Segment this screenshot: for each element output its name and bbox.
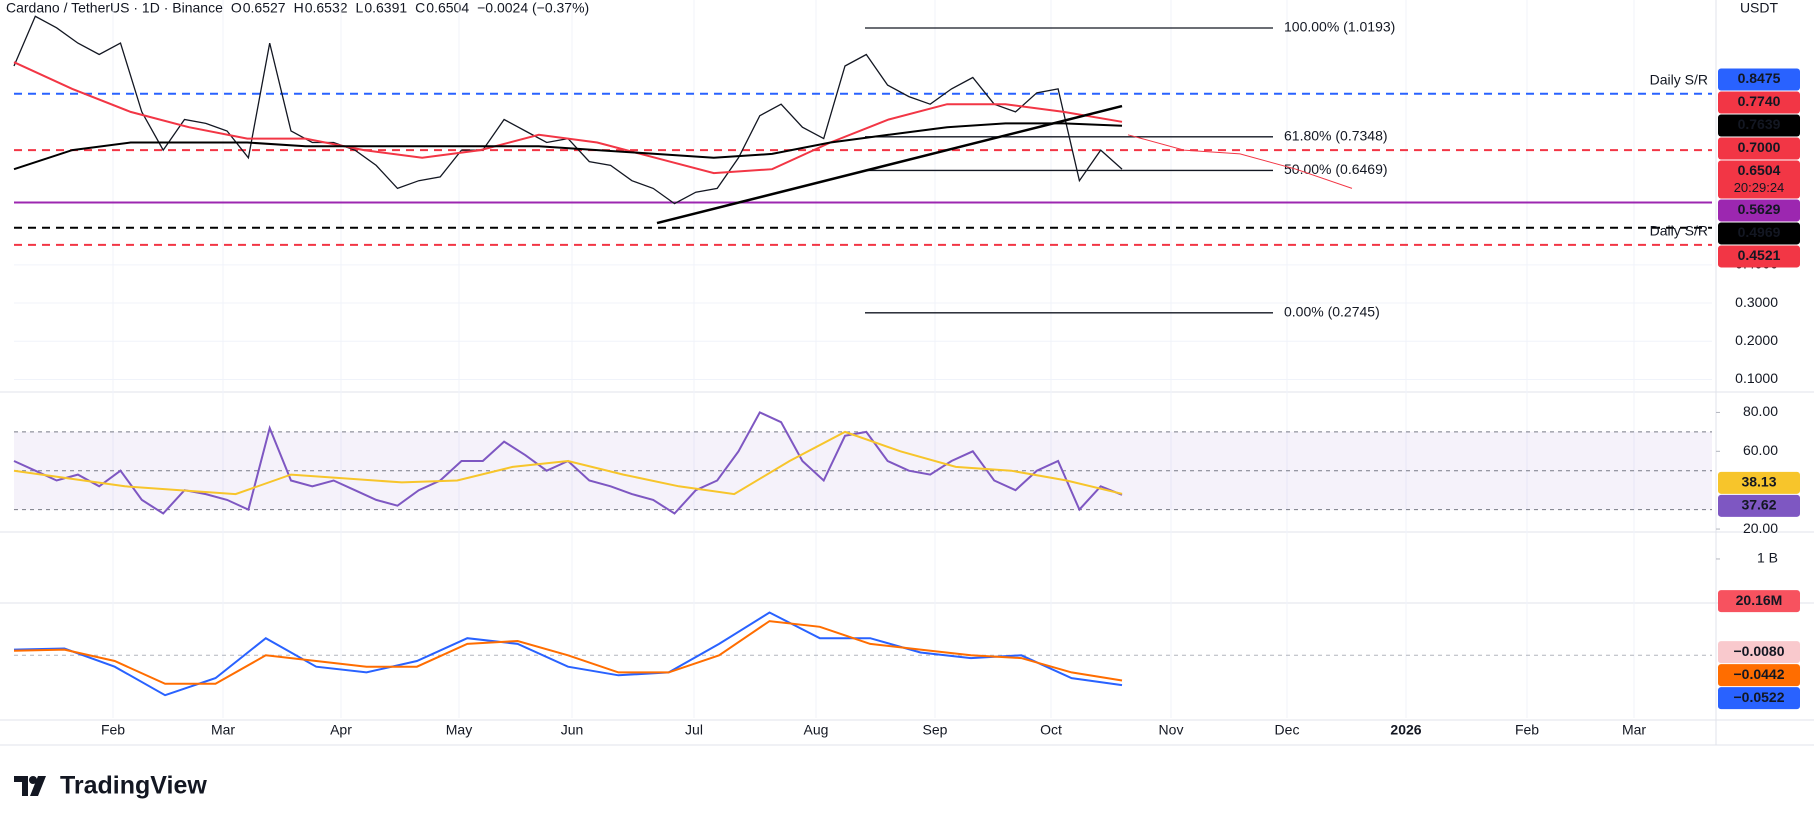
ohlc-value: 0.6532 — [305, 0, 348, 16]
price-badge-label: 0.4969 — [1738, 224, 1781, 240]
price-badge-label: 0.8475 — [1738, 70, 1781, 86]
price-badge — [1718, 641, 1800, 664]
fib-label: 0.00% (0.2745) — [1284, 304, 1380, 320]
price-badge — [1718, 114, 1800, 137]
fib-label: 61.80% (0.7348) — [1284, 128, 1388, 144]
price-badge-label: −0.0080 — [1734, 643, 1785, 659]
time-axis-label: Aug — [804, 722, 829, 738]
price-badge — [1718, 222, 1800, 245]
ohlc-label: O — [231, 0, 242, 16]
level-note: Daily S/R — [1650, 223, 1708, 239]
time-axis-label: Jul — [685, 722, 703, 738]
y-tick-label: 0.2000 — [1735, 332, 1778, 348]
y-tick-label: 20.00 — [1743, 520, 1778, 536]
ohlc-label: L — [356, 0, 364, 16]
y-tick-label: 0.3000 — [1735, 294, 1778, 310]
time-axis-label: Dec — [1275, 722, 1300, 738]
projection-line — [1127, 134, 1353, 189]
price-badge — [1718, 590, 1800, 613]
price-badge — [1718, 91, 1800, 114]
price-badge — [1718, 664, 1800, 687]
y-tick-label: 1 B — [1757, 550, 1778, 566]
price-badge-label: 38.13 — [1741, 474, 1776, 490]
time-axis-label: Feb — [1515, 722, 1539, 738]
y-tick-label: 60.00 — [1743, 442, 1778, 458]
y-tick-label: 80.00 — [1743, 403, 1778, 419]
series-line — [13, 122, 1123, 171]
time-axis-label: Mar — [211, 722, 235, 738]
price-change: −0.0024 (−0.37%) — [477, 0, 589, 16]
ohlc-value: 0.6527 — [243, 0, 286, 16]
brand-logo — [14, 776, 46, 796]
price-badge-label: 0.7639 — [1738, 116, 1781, 132]
currency: USDT — [1740, 0, 1779, 16]
ohlc-label: C — [415, 0, 425, 16]
price-badge — [1718, 471, 1800, 494]
price-badge-label: 37.62 — [1741, 497, 1776, 513]
price-badge — [1718, 160, 1800, 199]
time-axis-label: Jun — [561, 722, 584, 738]
price-badge-label: 0.5629 — [1738, 201, 1781, 217]
brand-name: TradingView — [60, 772, 207, 800]
y-tick-label: 0.1000 — [1735, 370, 1778, 386]
price-badge-label: −0.0442 — [1734, 666, 1785, 682]
symbol-title: Cardano / TetherUS · 1D · Binance — [6, 0, 223, 16]
price-badge-label: 20.16M — [1736, 592, 1783, 608]
price-badge — [1718, 137, 1800, 160]
time-axis-label: Feb — [101, 722, 125, 738]
series-line — [13, 430, 1123, 496]
time-axis-label: Apr — [330, 722, 352, 738]
ohlc-label: H — [294, 0, 304, 16]
ohlc-value: 0.6504 — [426, 0, 469, 16]
price-badge — [1718, 245, 1800, 268]
price-badge-label: −0.0522 — [1734, 689, 1785, 705]
series-line — [13, 620, 1123, 685]
level-note: Daily S/R — [1650, 71, 1708, 87]
price-badge — [1718, 68, 1800, 91]
fib-label: 50.00% (0.6469) — [1284, 161, 1388, 177]
time-axis-label: 2026 — [1390, 722, 1421, 738]
price-badge-label: 0.6504 — [1738, 162, 1781, 178]
countdown: 20:29:24 — [1734, 180, 1785, 195]
time-axis-label: Nov — [1159, 722, 1184, 738]
fib-label: 100.00% (1.0193) — [1284, 19, 1395, 35]
ohlc-value: 0.6391 — [364, 0, 407, 16]
price-badge — [1718, 687, 1800, 710]
price-badge-label: 0.7740 — [1738, 93, 1781, 109]
price-badge-label: 0.7000 — [1738, 139, 1781, 155]
trendline — [656, 104, 1123, 225]
price-badge — [1718, 494, 1800, 517]
series-line — [13, 61, 1123, 175]
time-axis-label: Oct — [1040, 722, 1062, 738]
time-axis-label: Sep — [923, 722, 948, 738]
price-badge-label: 0.4521 — [1738, 247, 1781, 263]
time-axis-label: Mar — [1622, 722, 1646, 738]
price-badge — [1718, 199, 1800, 222]
time-axis-label: May — [446, 722, 472, 738]
